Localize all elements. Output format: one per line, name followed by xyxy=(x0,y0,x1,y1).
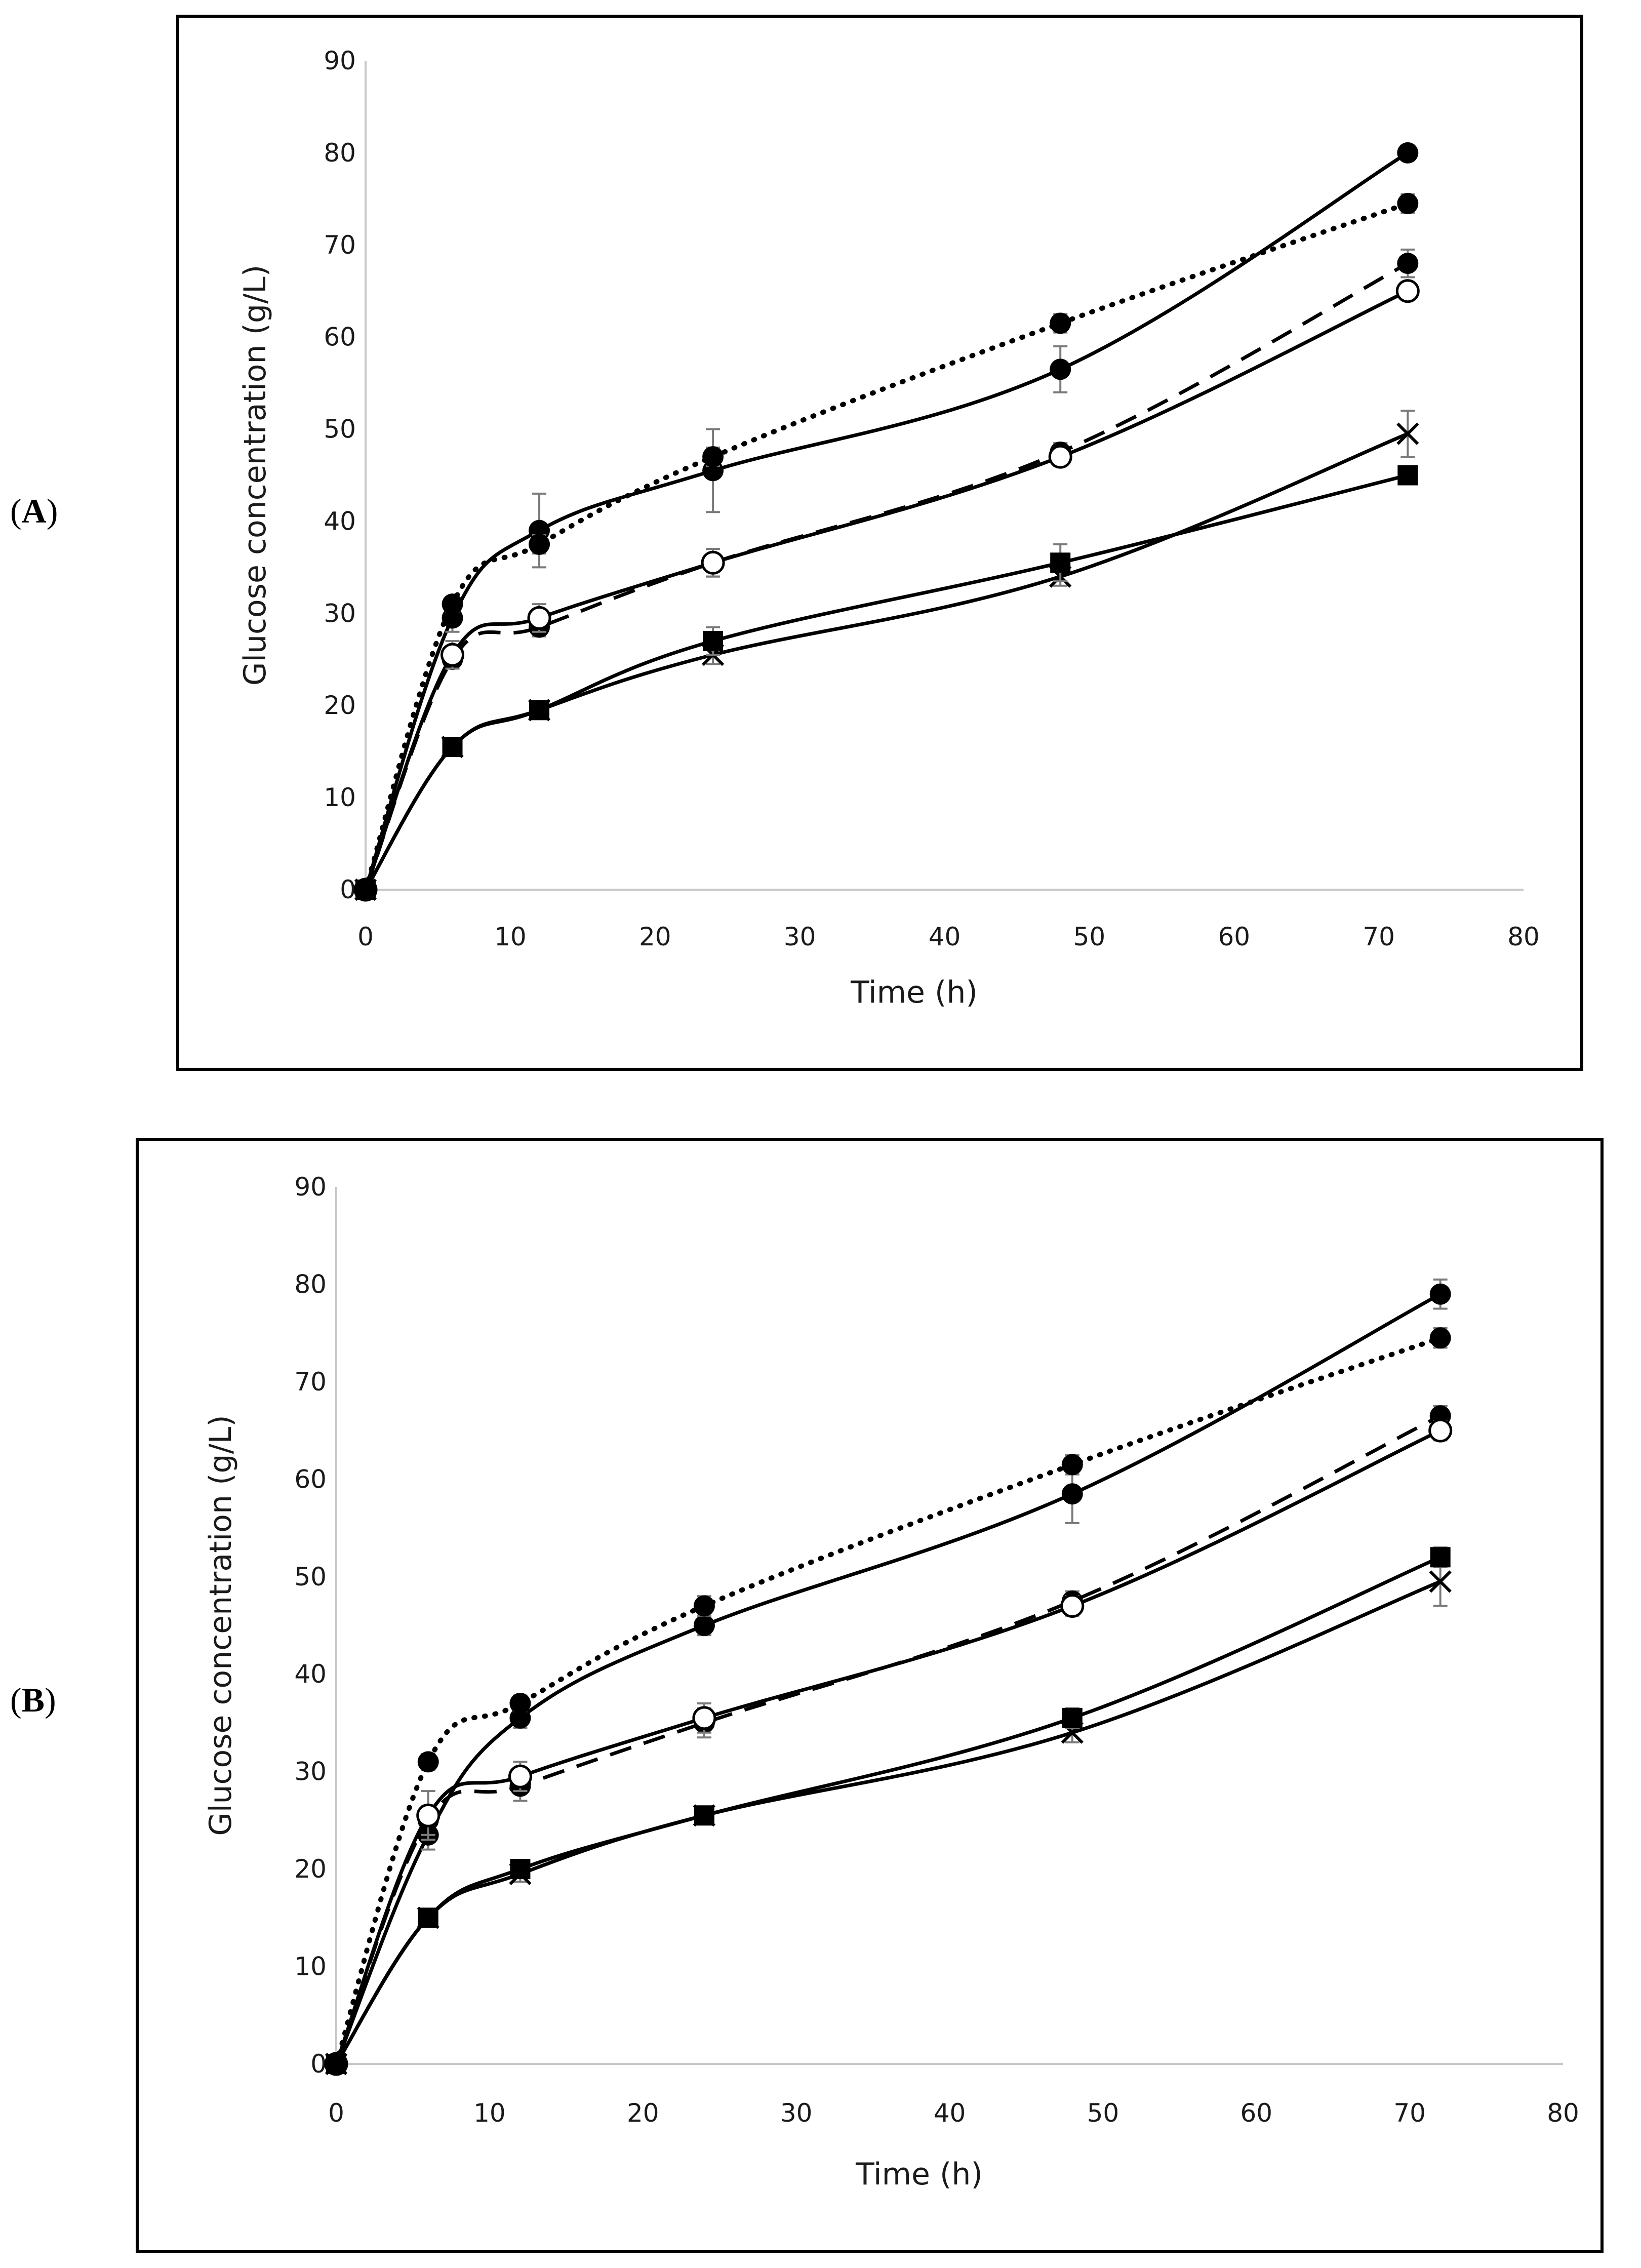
panel-a-series-6-point xyxy=(529,700,550,721)
panel-a-series-4-point xyxy=(1395,279,1420,303)
panel-b-series-4-point xyxy=(508,1764,532,1788)
panel-b-series-6-point xyxy=(418,1907,438,1928)
panel-b-series-2-point xyxy=(417,1751,439,1773)
panel-a-x-tick-label: 30 xyxy=(784,922,816,951)
panel-a-y-tick-label: 40 xyxy=(324,506,356,536)
panel-a-series-2-point xyxy=(1050,312,1071,334)
panel-b-series-2-point xyxy=(693,1595,715,1617)
panel-b-frame xyxy=(136,1138,1604,2253)
panel-a-y-tick-label: 30 xyxy=(324,599,356,628)
panel-b-series-6-point xyxy=(694,1805,714,1826)
panel-b-series-6-point xyxy=(1430,1547,1451,1568)
panel-b-series-1-line xyxy=(334,1292,1443,2066)
panel-a-x-axis-title: Time (h) xyxy=(850,975,978,1010)
panel-b-series-2-point xyxy=(1429,1327,1451,1349)
panel-a-y-tick-label: 70 xyxy=(324,230,356,260)
panel-a-series-6-point xyxy=(703,630,724,651)
panel-a-series-4-point xyxy=(1048,445,1072,469)
panel-b-y-tick-label: 40 xyxy=(294,1659,327,1689)
panel-a-y-tick-label: 80 xyxy=(324,138,356,168)
panel-a-series-1-point xyxy=(1397,142,1419,164)
panel-b-letter: B xyxy=(22,1681,45,1719)
panel-b-series-4-point xyxy=(692,1706,716,1730)
panel-a-series-1-line xyxy=(364,151,1410,892)
panel-a-y-tick-label: 10 xyxy=(324,783,356,812)
panel-b-y-tick-label: 0 xyxy=(310,2049,327,2079)
panel-b-series-5-point xyxy=(1429,1570,1452,1593)
panel-a-y-tick-label: 60 xyxy=(324,323,356,352)
panel-b-y-tick-label: 60 xyxy=(294,1464,327,1494)
panel-a-series-2-point xyxy=(442,593,463,615)
panel-b-x-tick-label: 60 xyxy=(1240,2098,1272,2128)
panel-a-series-2-point xyxy=(529,533,550,555)
panel-a-x-tick-label: 0 xyxy=(357,922,374,951)
panel-b-series-1-point xyxy=(1061,1483,1083,1505)
panel-b-series-2-point xyxy=(1061,1454,1083,1476)
panel-a-series-4-point xyxy=(527,606,551,630)
panel-b-series-4-line xyxy=(334,1428,1443,2066)
panel-a-x-tick-label: 10 xyxy=(494,922,527,951)
panel-b-x-tick-label: 20 xyxy=(627,2098,659,2128)
panel-a-series-6-point xyxy=(1050,552,1071,573)
panel-a-series-4-point xyxy=(701,550,725,575)
panel-b-x-tick-label: 30 xyxy=(780,2098,813,2128)
panel-a-y-tick-label: 50 xyxy=(324,415,356,444)
panel-a-series-2-point xyxy=(702,446,724,468)
panel-b-series-4-point xyxy=(1428,1418,1453,1443)
panel-a-series-6-point xyxy=(355,880,376,900)
panel-a-frame xyxy=(176,15,1583,1071)
panel-b-series-1-point xyxy=(693,1615,715,1636)
panel-b-series-6-point xyxy=(326,2054,346,2074)
panel-a-x-tick-label: 50 xyxy=(1073,922,1106,951)
panel-b-series-2-point xyxy=(509,1692,531,1714)
panel-b-y-tick-label: 30 xyxy=(294,1757,327,1786)
panel-b-series-6-point xyxy=(1062,1707,1083,1728)
panel-a-x-tick-label: 80 xyxy=(1507,922,1540,951)
panel-b-x-tick-label: 10 xyxy=(473,2098,506,2128)
panel-a-series-1-point xyxy=(1050,359,1071,380)
panel-a-series-6-point xyxy=(442,737,463,758)
panel-b-x-tick-label: 80 xyxy=(1547,2098,1579,2128)
panel-a-letter: A xyxy=(22,492,47,530)
panel-b-y-tick-label: 50 xyxy=(294,1562,327,1591)
panel-b-series-1-point xyxy=(509,1707,531,1729)
panel-b-y-tick-label: 20 xyxy=(294,1854,327,1884)
panel-a-y-tick-label: 90 xyxy=(324,46,356,75)
panel-a-series-3-point xyxy=(1397,253,1419,274)
panel-a-y-tick-label: 0 xyxy=(340,875,356,904)
panel-a-y-axis-title: Glucose concentration (g/L) xyxy=(237,265,273,686)
panel-a-x-tick-label: 60 xyxy=(1218,922,1250,951)
panel-b-x-tick-label: 0 xyxy=(328,2098,344,2128)
panel-a-series-4-point xyxy=(441,643,465,667)
panel-b-series-6-point xyxy=(510,1859,531,1880)
panel-b-series-4-point xyxy=(416,1803,441,1827)
panel-b-series-1-point xyxy=(1429,1283,1451,1305)
panel-a-series-6-point xyxy=(1397,465,1418,486)
panel-a-y-tick-label: 20 xyxy=(324,691,356,720)
panel-a-x-tick-label: 40 xyxy=(929,922,961,951)
panel-a-x-tick-label: 20 xyxy=(639,922,671,951)
panel-b-y-tick-label: 90 xyxy=(294,1172,327,1202)
panel-b-plot: 0 10 20 30 40 50 60 70 80 0 10 20 30 40 50 60 70 80 90 Time… xyxy=(203,1172,1579,2192)
panel-b-y-tick-label: 80 xyxy=(294,1269,327,1299)
panel-b-y-axis-title: Glucose concentration (g/L) xyxy=(203,1415,238,1836)
panel-a-series-4-line xyxy=(364,289,1410,892)
panel-b-x-tick-label: 40 xyxy=(934,2098,966,2128)
panel-b-series-4-point xyxy=(1060,1594,1085,1618)
panel-b-label: (B) xyxy=(10,1681,56,1719)
panel-b-y-tick-label: 10 xyxy=(294,1952,327,1981)
panel-b-y-tick-label: 70 xyxy=(294,1367,327,1397)
panel-a-x-tick-label: 70 xyxy=(1363,922,1395,951)
panel-b-series-2-line xyxy=(334,1335,1443,2066)
panel-b-x-axis-title: Time (h) xyxy=(855,2157,983,2192)
panel-a-series-2-point xyxy=(1397,192,1419,214)
panel-b-x-tick-label: 70 xyxy=(1393,2098,1426,2128)
panel-a-plot: 0 10 20 30 40 50 60 70 80 0 10 20 30 40 50 60 70 80 90 Time… xyxy=(237,46,1540,1010)
panel-b-x-tick-label: 50 xyxy=(1087,2098,1119,2128)
panel-a-series-5-point xyxy=(1396,422,1419,445)
panel-a-label: (A) xyxy=(10,492,58,530)
